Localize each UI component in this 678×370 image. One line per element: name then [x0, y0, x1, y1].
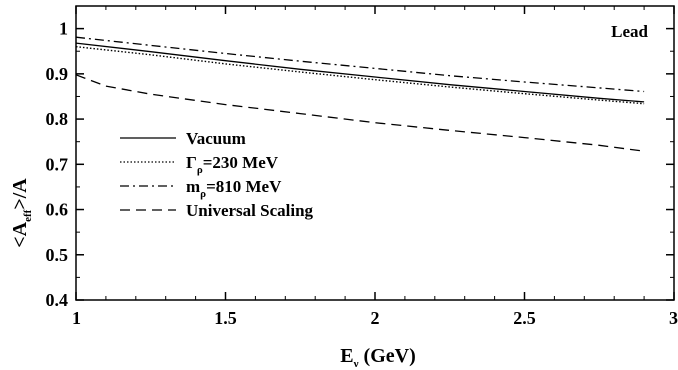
plot-border	[75, 5, 675, 301]
legend-label: Vacuum	[186, 129, 246, 148]
y-tick-label: 0.5	[46, 245, 69, 265]
x-tick-label: 2	[371, 308, 380, 328]
plot-frame	[75, 5, 675, 301]
x-tick-label: 3	[669, 308, 678, 328]
x-tick-label: 1	[72, 308, 81, 328]
legend-label: Γρ=230 MeV	[186, 153, 279, 176]
y-tick-label: 0.6	[46, 200, 69, 220]
y-tick-label: 0.8	[46, 109, 69, 129]
series-line-m	[75, 36, 645, 93]
y-tick-label: 1	[59, 19, 68, 39]
y-tick-label: 0.7	[46, 154, 69, 174]
x-tick-label: 1.5	[214, 308, 237, 328]
series-line-series-1	[75, 46, 645, 105]
x-axis-label: Eν (GeV)	[340, 345, 415, 370]
y-tick-label: 0.4	[46, 290, 69, 310]
series-lines	[75, 36, 645, 152]
y-axis-label: <Aeff>/A	[9, 178, 34, 248]
y-axis-ticks: 0.4 0.5 0.6 0.7 0.8 0.9 1	[46, 19, 674, 310]
annotation-lead: Lead	[611, 22, 648, 41]
legend-label: mρ=810 MeV	[186, 177, 282, 200]
legend-label: Universal Scaling	[186, 201, 314, 220]
series-line-vacuum	[75, 42, 645, 103]
x-tick-label: 2.5	[513, 308, 536, 328]
y-tick-label: 0.9	[46, 64, 69, 84]
x-axis-ticks: 1 1.5 2 2.5 3	[72, 6, 678, 328]
series-line-universal-scaling	[75, 74, 645, 152]
